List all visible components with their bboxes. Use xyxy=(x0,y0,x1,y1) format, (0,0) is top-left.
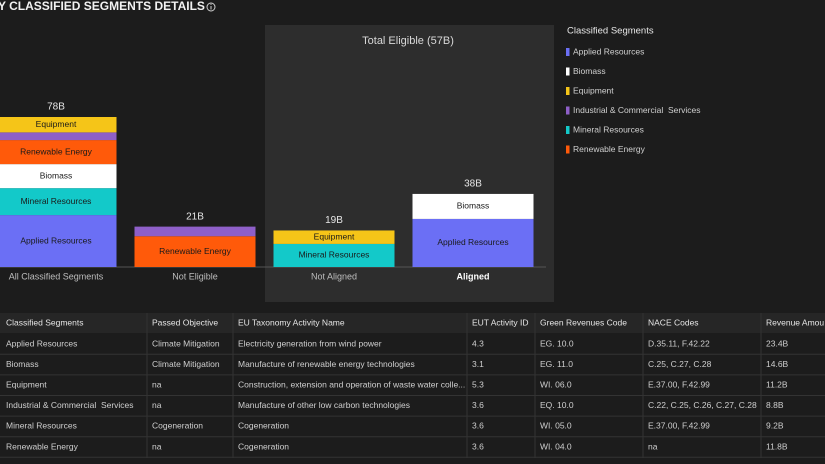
table-cell: 11.8B xyxy=(766,441,788,451)
legend-swatch xyxy=(566,87,570,95)
table-cell: C.22, C.25, C.26, C.27, C.28 xyxy=(648,400,757,410)
legend-swatch xyxy=(566,145,570,154)
table-cell: 14.6B xyxy=(766,359,789,369)
bar-segment xyxy=(0,117,117,133)
segment-label: Renewable Energy xyxy=(159,246,232,256)
table-cell: 23.4B xyxy=(766,338,789,348)
table-cell: Cogeneration xyxy=(238,441,289,451)
bar-segment xyxy=(273,243,395,267)
table-cell: Renewable Energy xyxy=(6,441,79,451)
table-cell: Industrial & Commercial Services xyxy=(6,400,134,410)
legend-swatch xyxy=(566,106,570,115)
column-header: EU Taxonomy Activity Name xyxy=(238,317,345,327)
legend-item: Applied Resources xyxy=(573,46,644,56)
bar-segment xyxy=(0,164,117,189)
bar-segment xyxy=(0,188,117,216)
total-label: 78B xyxy=(47,102,65,113)
table-cell: Climate Mitigation xyxy=(152,338,220,348)
column-header: Green Revenues Code xyxy=(540,317,627,327)
bar-segment xyxy=(0,132,117,141)
table-cell: Biomass xyxy=(6,359,39,369)
table xyxy=(0,313,825,464)
legend-item: Industrial & Commercial Services xyxy=(573,105,701,115)
table-cell: Applied Resources xyxy=(6,338,77,348)
segment-label: Equipment xyxy=(36,119,77,129)
table-cell: na xyxy=(152,379,162,389)
section-title: Y CLASSIFIED SEGMENTS DETAILS xyxy=(0,0,205,13)
segment-label: Equipment xyxy=(314,231,355,241)
table-header xyxy=(0,313,825,333)
segment-label: Biomass xyxy=(40,170,73,180)
table-cell: Cogeneration xyxy=(152,421,203,431)
table-cell: Manufacture of other low carbon technolo… xyxy=(238,400,410,410)
table-cell: 5.3 xyxy=(472,379,484,389)
table-cell: 11.2B xyxy=(766,379,788,389)
table-cell: C.25, C.27, C.28 xyxy=(648,359,712,369)
total-label: 21B xyxy=(186,211,204,222)
column-header: NACE Codes xyxy=(648,317,699,327)
legend-title: Classified Segments xyxy=(567,26,654,37)
bar-segment xyxy=(134,226,256,237)
legend-swatch xyxy=(566,67,570,76)
table-cell: Electricity generation from wind power xyxy=(238,338,382,348)
table-cell: D.35.11, F.42.22 xyxy=(648,338,710,348)
legend-swatch xyxy=(566,48,570,56)
table-cell: 3.6 xyxy=(472,400,484,410)
bar-segment xyxy=(273,230,395,244)
segment-label: Applied Resources xyxy=(437,237,508,247)
total-label: 38B xyxy=(464,179,482,190)
table-cell: E.37.00, F.42.99 xyxy=(648,421,710,431)
table-cell: E.37.00, F.42.99 xyxy=(648,379,710,389)
table-cell: Construction, extension and operation of… xyxy=(238,379,465,389)
x-tick-label: All Classified Segments xyxy=(9,271,104,281)
table-cell: EG. 10.0 xyxy=(540,338,574,348)
column-header: Revenue Amou xyxy=(766,317,824,327)
table-cell: WI. 05.0 xyxy=(540,421,572,431)
legend-item: Biomass xyxy=(573,66,606,76)
table-cell: Cogeneration xyxy=(238,421,289,431)
bar-segment xyxy=(412,218,534,267)
segment-label: Mineral Resources xyxy=(299,250,370,260)
table-cell: 3.6 xyxy=(472,441,484,451)
column-header: Passed Objective xyxy=(152,317,218,327)
bar-segment xyxy=(134,236,256,267)
table-cell: 3.1 xyxy=(472,359,484,369)
segment-label: Renewable Energy xyxy=(20,146,93,156)
bar-segment xyxy=(412,193,534,219)
column-header: Classified Segments xyxy=(6,317,83,327)
column-header: EUT Activity ID xyxy=(472,317,529,327)
table-cell: Mineral Resources xyxy=(6,421,77,431)
table-cell: Climate Mitigation xyxy=(152,359,220,369)
table-cell: Manufacture of renewable energy technolo… xyxy=(238,359,415,369)
table-cell: 8.8B xyxy=(766,400,784,410)
panel-title: Total Eligible (57B) xyxy=(362,35,454,47)
table-cell: 3.6 xyxy=(472,421,484,431)
segment-label: Biomass xyxy=(457,201,490,211)
table-cell: na xyxy=(648,441,658,451)
legend-item: Mineral Resources xyxy=(573,124,644,134)
legend-swatch xyxy=(566,126,570,134)
table-cell: WI. 06.0 xyxy=(540,379,572,389)
segment-label: Mineral Resources xyxy=(21,196,92,206)
bar-segment xyxy=(0,215,117,267)
table-cell: na xyxy=(152,400,162,410)
table-cell: WI. 04.0 xyxy=(540,441,572,451)
table-cell: EG. 11.0 xyxy=(540,359,573,369)
legend-item: Equipment xyxy=(573,85,614,95)
table-cell: Equipment xyxy=(6,379,47,389)
table-cell: na xyxy=(152,441,162,451)
bar-segment xyxy=(0,140,117,165)
x-tick-label: Aligned xyxy=(457,271,490,281)
x-tick-label: Not Eligible xyxy=(172,271,218,281)
x-tick-label: Not Aligned xyxy=(311,271,357,281)
total-label: 19B xyxy=(325,215,343,226)
legend-item: Renewable Energy xyxy=(573,144,646,154)
segment-label: Applied Resources xyxy=(20,235,91,245)
table-cell: 9.2B xyxy=(766,421,784,431)
table-cell: EQ. 10.0 xyxy=(540,400,574,410)
info-icon[interactable] xyxy=(206,2,216,12)
table-cell: 4.3 xyxy=(472,338,484,348)
